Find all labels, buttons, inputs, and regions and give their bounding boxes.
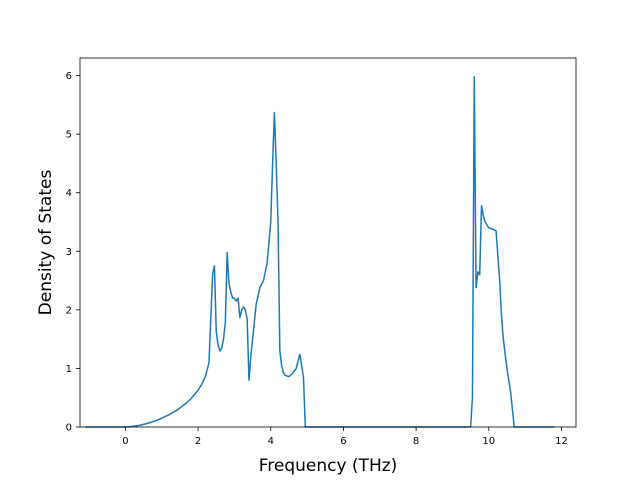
y-tick-label: 1 (66, 364, 72, 375)
y-tick-label: 3 (66, 247, 72, 258)
x-axis-label: Frequency (THz) (259, 456, 398, 476)
y-axis-label: Density of States (36, 170, 56, 316)
y-tick-label: 5 (66, 130, 72, 141)
x-tick-label: 0 (122, 436, 128, 447)
y-tick-label: 0 (66, 423, 72, 434)
dos-series-line-0 (85, 75, 555, 428)
y-tick-label: 2 (66, 305, 72, 316)
axes-frame (79, 57, 577, 428)
y-tick-label: 4 (66, 188, 72, 199)
x-tick-label: 6 (340, 436, 346, 447)
y-tick-label: 6 (66, 71, 72, 82)
x-tick-label: 4 (268, 436, 274, 447)
plot-area (85, 75, 555, 428)
x-tick-label: 10 (482, 436, 495, 447)
x-tick-label: 8 (413, 436, 419, 447)
x-tick-label: 12 (555, 436, 568, 447)
x-tick-label: 2 (195, 436, 201, 447)
